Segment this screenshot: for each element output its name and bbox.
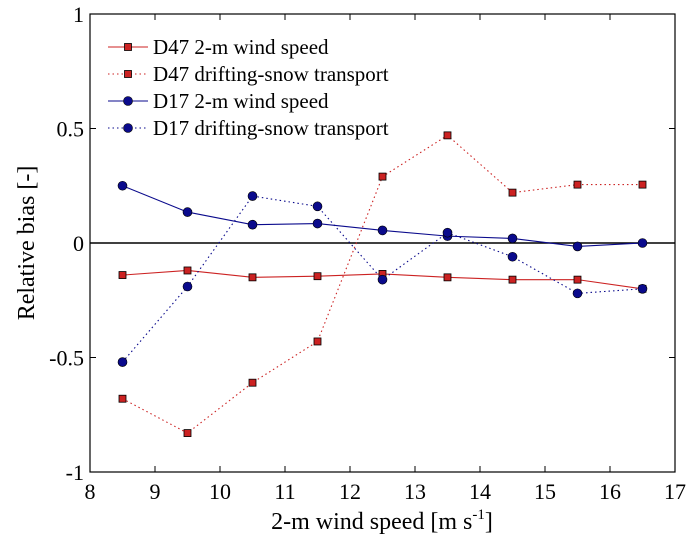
y-tick-label: 0 bbox=[73, 231, 84, 256]
data-point bbox=[248, 378, 257, 387]
legend-marker bbox=[123, 96, 133, 106]
data-point bbox=[507, 233, 518, 244]
axis-ticks: 8 9 10 11 12 13 14 15 16 17 -1 -0.5 0 0.5 1 bbox=[49, 2, 686, 504]
data-point bbox=[248, 273, 257, 282]
data-point bbox=[118, 394, 127, 403]
x-axis-label-superscript: -1 bbox=[472, 507, 485, 523]
y-tick-label: -1 bbox=[66, 460, 84, 485]
data-point bbox=[378, 172, 387, 181]
legend-label: D17 2-m wind speed bbox=[153, 89, 329, 113]
data-point bbox=[638, 180, 647, 189]
data-point bbox=[637, 238, 648, 248]
data-point bbox=[117, 180, 128, 191]
data-point bbox=[443, 131, 452, 140]
x-axis-label: 2-m wind speed [m s-1] bbox=[271, 507, 493, 535]
series-line bbox=[122, 185, 643, 247]
data-point bbox=[442, 227, 453, 238]
data-point bbox=[572, 288, 583, 299]
x-axis-label-suffix: ] bbox=[485, 509, 493, 535]
data-point bbox=[313, 337, 322, 346]
data-point bbox=[183, 266, 192, 275]
data-point bbox=[247, 219, 258, 230]
y-tick-label: 1 bbox=[73, 2, 84, 27]
legend-label: D47 2-m wind speed bbox=[153, 35, 329, 59]
x-tick-label: 12 bbox=[339, 479, 361, 504]
x-tick-label: 17 bbox=[664, 479, 686, 504]
x-tick-label: 8 bbox=[85, 479, 96, 504]
data-point bbox=[247, 191, 258, 201]
x-tick-label: 11 bbox=[274, 479, 295, 504]
data-point bbox=[508, 188, 517, 197]
data-point bbox=[313, 272, 322, 281]
y-tick-label: 0.5 bbox=[57, 117, 85, 142]
data-point bbox=[312, 218, 323, 229]
x-axis-label-main: 2-m wind speed [m s bbox=[271, 509, 472, 535]
data-point bbox=[183, 429, 192, 437]
x-tick-label: 10 bbox=[209, 479, 231, 504]
series-3 bbox=[117, 180, 648, 252]
data-point bbox=[118, 271, 127, 279]
data-point bbox=[573, 180, 582, 189]
series-4 bbox=[117, 191, 648, 367]
y-axis-label: Relative bias [-] bbox=[14, 166, 40, 321]
x-tick-label: 13 bbox=[404, 479, 426, 504]
legend-marker bbox=[123, 123, 133, 133]
data-point bbox=[117, 357, 128, 367]
series-layer bbox=[117, 131, 648, 437]
x-tick-label: 16 bbox=[599, 479, 621, 504]
data-point bbox=[377, 225, 388, 236]
data-point bbox=[312, 201, 323, 212]
series-2 bbox=[118, 131, 647, 437]
y-tick-label: -0.5 bbox=[49, 346, 84, 371]
data-point bbox=[508, 275, 517, 284]
legend: D47 2-m wind speed D47 drifting-snow tran… bbox=[108, 35, 389, 140]
legend-label: D17 drifting-snow transport bbox=[153, 116, 389, 140]
data-point bbox=[573, 275, 582, 284]
data-point bbox=[507, 251, 518, 262]
data-point bbox=[443, 273, 452, 282]
x-tick-label: 9 bbox=[150, 479, 161, 504]
data-point bbox=[377, 274, 388, 285]
data-point bbox=[572, 241, 583, 252]
x-tick-label: 15 bbox=[534, 479, 556, 504]
legend-marker bbox=[124, 43, 132, 51]
data-point bbox=[182, 281, 193, 292]
legend-marker bbox=[124, 70, 132, 78]
legend-label: D47 drifting-snow transport bbox=[153, 62, 389, 86]
data-point bbox=[182, 207, 193, 217]
x-tick-label: 14 bbox=[469, 479, 491, 504]
data-point bbox=[637, 283, 648, 294]
